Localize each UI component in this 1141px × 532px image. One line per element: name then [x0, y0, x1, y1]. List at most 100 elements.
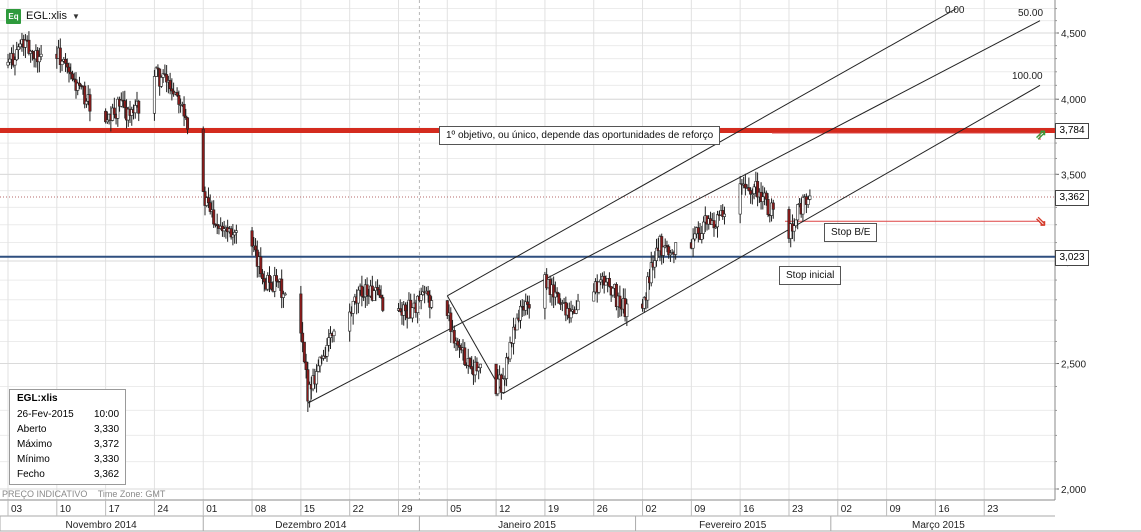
candle-body — [477, 367, 481, 372]
symbol-name: EGL:xlis — [26, 10, 67, 22]
candle-body — [184, 115, 188, 119]
x-tick-label: 09 — [890, 504, 902, 515]
candle-body — [175, 92, 179, 96]
candle-body — [65, 63, 69, 68]
chart-grid — [0, 0, 1055, 500]
candle-body — [508, 342, 512, 360]
x-tick-label: 02 — [646, 504, 658, 515]
candle-body — [316, 365, 320, 372]
candle-body — [23, 39, 27, 48]
candle-body — [137, 100, 141, 114]
x-tick-label: 22 — [353, 504, 365, 515]
stop-be-annotation[interactable]: Stop B/E — [824, 223, 878, 242]
candle-body — [123, 100, 127, 108]
stop-price-tag: 3,023 — [1055, 250, 1089, 266]
candle-body — [668, 252, 672, 256]
candle-body — [702, 221, 706, 234]
candle-body — [524, 301, 528, 311]
candle-body — [794, 219, 798, 227]
candle-body — [456, 340, 460, 346]
candle-body — [281, 293, 285, 298]
x-tick-label: 03 — [11, 504, 23, 515]
chevron-down-icon[interactable]: ▼ — [71, 11, 80, 21]
candle-body — [503, 378, 507, 380]
y-tick-label: 3,500 — [1061, 170, 1086, 181]
candle-body — [653, 260, 657, 268]
candle-body — [519, 305, 523, 321]
candle-body — [714, 226, 718, 229]
current-price-tag: 3,362 — [1055, 190, 1089, 206]
candle-body — [796, 204, 800, 221]
candle-body — [764, 192, 768, 200]
candle-body — [254, 245, 258, 251]
candle-body — [8, 58, 12, 63]
candle-body — [315, 371, 319, 385]
x-tick-label: 19 — [548, 504, 560, 515]
candle-body — [749, 190, 753, 195]
objective-annotation[interactable]: 1º objetivo, ou único, depende das oport… — [439, 126, 721, 145]
candle-body — [696, 227, 700, 234]
candle-body — [261, 273, 265, 279]
candle-body — [654, 247, 658, 261]
candle-body — [721, 210, 725, 217]
candle-body — [177, 95, 181, 105]
candlestick-series — [6, 31, 812, 412]
candle-body — [301, 332, 305, 343]
candle-body — [27, 39, 31, 54]
candle-body — [808, 195, 812, 200]
candle-body — [64, 59, 68, 64]
candle-body — [273, 275, 277, 292]
candle-body — [597, 281, 601, 293]
fib-level-label: 100.00 — [1012, 71, 1043, 82]
candle-body — [478, 363, 482, 369]
candle-body — [611, 287, 615, 296]
candle-body — [766, 198, 770, 215]
candle-body — [801, 196, 805, 215]
candle-body — [37, 56, 41, 63]
info-box-title: EGL:xlis — [17, 393, 58, 404]
x-tick-label: 15 — [304, 504, 316, 515]
stop-initial-annotation[interactable]: Stop inicial — [779, 266, 842, 285]
target-alert-icon[interactable]: ⇗ — [1035, 126, 1047, 142]
candle-body — [325, 345, 329, 357]
candle-body — [649, 262, 653, 284]
candle-body — [83, 85, 87, 105]
fib-anchor-line — [446, 295, 504, 394]
candle-body — [170, 88, 174, 92]
candle-body — [625, 303, 629, 317]
info-time: 10:00 — [94, 409, 120, 420]
candle-body — [318, 356, 322, 367]
symbol-selector[interactable]: Eq EGL:xlis ▼ — [6, 7, 80, 25]
info-value: 3,330 — [94, 454, 120, 465]
candle-body — [212, 209, 216, 225]
candle-body — [267, 275, 271, 283]
candle-body — [665, 245, 669, 247]
candle-body — [599, 279, 603, 283]
candle-body — [215, 224, 219, 227]
candle-body — [470, 366, 474, 370]
x-tick-label: 12 — [499, 504, 511, 515]
x-tick-label: 16 — [938, 504, 950, 515]
candle-body — [419, 294, 423, 301]
candle-body — [576, 300, 580, 311]
candle-body — [234, 230, 238, 233]
candle-body — [463, 347, 467, 365]
stop-alert-icon[interactable]: ⇘ — [1035, 213, 1047, 229]
candle-body — [752, 186, 756, 194]
candle-body — [691, 238, 695, 249]
candle-body — [229, 228, 233, 238]
month-label: Fevereiro 2015 — [699, 520, 767, 531]
candle-body — [269, 282, 273, 290]
x-tick-label: 24 — [157, 504, 169, 515]
x-tick-label: 26 — [597, 504, 609, 515]
candle-body — [445, 300, 449, 316]
candle-body — [152, 76, 156, 114]
fib-0-line — [447, 8, 957, 297]
candle-body — [614, 284, 618, 307]
candle-body — [186, 117, 190, 130]
candle-body — [574, 309, 578, 314]
indicative-price-note: PREÇO INDICATIVO — [2, 489, 88, 499]
candle-body — [667, 246, 671, 256]
x-tick-label: 09 — [694, 504, 706, 515]
